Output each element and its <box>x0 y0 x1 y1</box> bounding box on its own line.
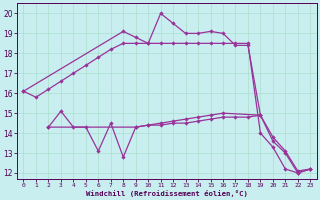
X-axis label: Windchill (Refroidissement éolien,°C): Windchill (Refroidissement éolien,°C) <box>86 190 248 197</box>
